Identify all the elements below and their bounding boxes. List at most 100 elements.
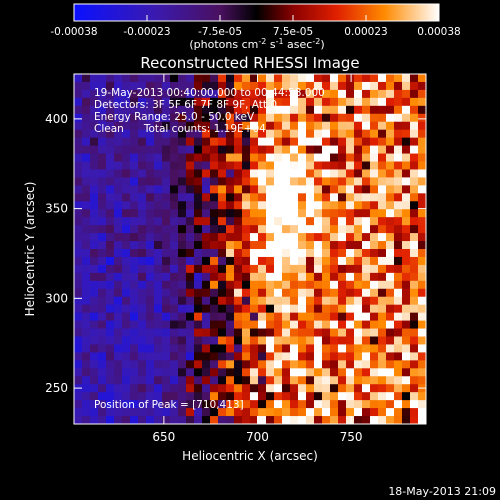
heatmap-cell	[186, 81, 195, 91]
heatmap-cell	[178, 81, 187, 91]
heatmap-cell	[242, 217, 251, 226]
heatmap-cell	[306, 288, 315, 298]
heatmap-cell	[98, 129, 107, 139]
heatmap-cell	[274, 105, 283, 115]
heatmap-cell	[226, 296, 235, 306]
heatmap-cell	[106, 360, 115, 369]
heatmap-cell	[362, 201, 371, 210]
heatmap-cell	[354, 296, 363, 306]
heatmap-cell	[226, 153, 235, 162]
heatmap-cell	[226, 105, 235, 115]
heatmap-cell	[202, 384, 211, 393]
heatmap-cell	[90, 416, 99, 425]
heatmap-cell	[282, 344, 291, 353]
heatmap-cell	[226, 137, 235, 146]
heatmap-cell	[402, 177, 411, 186]
heatmap-cell	[242, 105, 251, 115]
heatmap-cell	[106, 312, 115, 321]
heatmap-cell	[322, 209, 331, 218]
heatmap-cell	[282, 352, 291, 361]
heatmap-cell	[226, 336, 235, 345]
heatmap-cell	[194, 225, 203, 234]
heatmap-cell	[74, 137, 83, 146]
heatmap-cell	[106, 209, 115, 218]
heatmap-cell	[298, 376, 307, 385]
heatmap-cell	[362, 336, 371, 345]
heatmap-cell	[242, 137, 251, 146]
heatmap-cell	[306, 296, 315, 306]
heatmap-cell	[394, 137, 403, 146]
heatmap-cell	[122, 89, 131, 99]
heatmap-cell	[82, 169, 91, 178]
heatmap-cell	[266, 376, 275, 385]
heatmap-cell	[250, 153, 259, 162]
heatmap-cell	[202, 376, 211, 385]
heatmap-cell	[130, 264, 139, 274]
heatmap-cell	[106, 129, 115, 139]
heatmap-cell	[154, 384, 163, 393]
heatmap-cell	[82, 129, 91, 139]
heatmap-cell	[194, 280, 203, 290]
heatmap-cell	[298, 193, 307, 202]
heatmap-cell	[234, 328, 243, 337]
heatmap-cell	[418, 344, 427, 353]
heatmap-cell	[162, 74, 171, 83]
heatmap-cell	[370, 121, 379, 131]
heatmap-cell	[322, 376, 331, 385]
heatmap-cell	[226, 113, 235, 123]
heatmap-cell	[410, 233, 419, 242]
heatmap-cell	[282, 121, 291, 131]
heatmap-cell	[402, 264, 411, 274]
heatmap-cell	[242, 336, 251, 345]
heatmap-cell	[298, 97, 307, 107]
heatmap-cell	[314, 328, 323, 337]
heatmap-cell	[154, 153, 163, 162]
heatmap-cell	[242, 74, 251, 83]
heatmap-cell	[386, 368, 395, 377]
heatmap-cell	[290, 264, 299, 274]
heatmap-cell	[114, 256, 123, 266]
heatmap-cell	[394, 296, 403, 306]
heatmap-cell	[154, 145, 163, 154]
heatmap-cell	[322, 272, 331, 282]
heatmap-cell	[210, 89, 219, 99]
heatmap-cell	[146, 81, 155, 91]
heatmap-cell	[106, 193, 115, 202]
heatmap-cell	[418, 161, 427, 170]
heatmap-cell	[90, 217, 99, 226]
heatmap-cell	[122, 360, 131, 369]
heatmap-cell	[194, 328, 203, 337]
heatmap-cell	[306, 241, 315, 250]
heatmap-cell	[114, 129, 123, 139]
heatmap-cell	[378, 280, 387, 290]
heatmap-cell	[370, 209, 379, 218]
heatmap-cell	[186, 249, 195, 258]
heatmap-cell	[418, 304, 427, 314]
heatmap-cell	[218, 368, 227, 377]
heatmap-cell	[258, 89, 267, 99]
heatmap-cell	[138, 352, 147, 361]
heatmap-cell	[370, 360, 379, 369]
heatmap-cell	[346, 320, 355, 329]
heatmap-cell	[386, 89, 395, 99]
heatmap-cell	[146, 352, 155, 361]
heatmap-cell	[138, 392, 147, 401]
heatmap-cell	[386, 201, 395, 210]
heatmap-cell	[418, 264, 427, 274]
heatmap-cell	[410, 177, 419, 186]
heatmap-cell	[202, 320, 211, 329]
heatmap-cell	[194, 416, 203, 425]
heatmap-cell	[282, 376, 291, 385]
heatmap-cell	[410, 201, 419, 210]
heatmap-cell	[82, 233, 91, 242]
heatmap-cell	[146, 74, 155, 83]
heatmap-cell	[122, 145, 131, 154]
heatmap-cell	[202, 97, 211, 107]
heatmap-cell	[394, 89, 403, 99]
heatmap-cell	[186, 368, 195, 377]
heatmap-cell	[122, 153, 131, 162]
heatmap-cell	[234, 97, 243, 107]
heatmap-cell	[242, 344, 251, 353]
heatmap-cell	[298, 209, 307, 218]
